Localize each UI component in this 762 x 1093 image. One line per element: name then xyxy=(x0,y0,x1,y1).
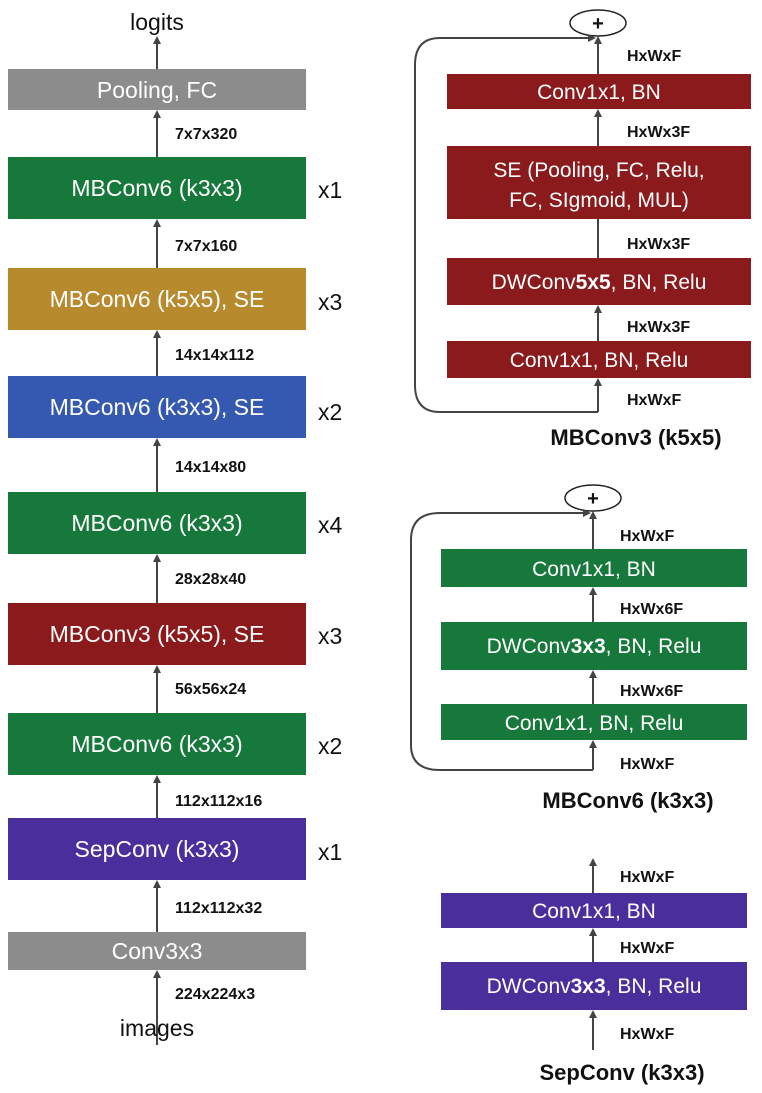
block-mbconv6-k3-4 xyxy=(8,492,306,554)
dim-label: 14x14x80 xyxy=(175,459,246,476)
layer-se xyxy=(447,146,751,219)
repeat-label: x3 xyxy=(318,623,342,649)
dim-label: HxWxF xyxy=(620,528,674,545)
block-label: Pooling, FC xyxy=(97,77,217,103)
dim-label: HxWxF xyxy=(620,869,674,886)
dim-label: 224x224x3 xyxy=(175,986,255,1003)
layer-conv1x1-bn-relu xyxy=(441,704,747,740)
mbconv3-detail: + Conv1x1, BN SE (Pooling, FC, Relu, FC,… xyxy=(414,9,751,450)
layer-label: Conv1x1, BN xyxy=(532,558,656,581)
block-sepconv xyxy=(8,818,306,880)
dim-label: 56x56x24 xyxy=(175,681,246,698)
layer-dwconv3x3 xyxy=(441,622,747,670)
block-label: MBConv6 (k3x3) xyxy=(71,510,242,536)
dim-label: 14x14x112 xyxy=(175,347,254,364)
block-title: SepConv (k3x3) xyxy=(539,1060,704,1085)
block-mbconv6-k3-se xyxy=(8,376,306,438)
layer-conv1x1-bn xyxy=(447,74,751,109)
layer-conv1x1-bn-relu xyxy=(447,341,751,378)
skip-connection xyxy=(414,34,598,413)
dim-label: HxWxF xyxy=(627,48,681,65)
dim-label: HxWx6F xyxy=(620,683,683,700)
dim-label: 112x112x32 xyxy=(175,900,262,917)
repeat-label: x4 xyxy=(318,512,343,538)
dim-label: HxWx6F xyxy=(620,601,683,618)
input-label: images xyxy=(120,1015,194,1041)
dim-label: HxWxF xyxy=(620,1026,674,1043)
repeat-label: x1 xyxy=(318,839,342,865)
repeat-label: x1 xyxy=(318,177,342,203)
dim-label: HxWx3F xyxy=(627,319,690,336)
block-mbconv6-k3-2 xyxy=(8,713,306,775)
block-title: MBConv6 (k3x3) xyxy=(542,788,713,813)
dim-label: HxWxF xyxy=(620,940,674,957)
dim-label: HxWxF xyxy=(620,756,674,773)
plus-symbol: + xyxy=(587,488,599,510)
block-label: Conv3x3 xyxy=(112,938,203,964)
plus-symbol: + xyxy=(592,13,604,35)
dim-label: 28x28x40 xyxy=(175,571,246,588)
dim-label: HxWx3F xyxy=(627,124,690,141)
dim-label: 112x112x16 xyxy=(175,793,262,810)
block-label: MBConv3 (k5x5), SE xyxy=(50,621,265,647)
repeat-label: x3 xyxy=(318,289,342,315)
block-conv3x3 xyxy=(8,932,306,970)
block-title: MBConv3 (k5x5) xyxy=(550,425,721,450)
block-label: SepConv (k3x3) xyxy=(75,836,240,862)
repeat-label: x2 xyxy=(318,733,342,759)
layer-label: Conv1x1, BN, Relu xyxy=(510,349,689,372)
layer-label: DWConv3x3, BN, Relu xyxy=(487,975,702,998)
layer-label: Conv1x1, BN xyxy=(537,81,661,104)
layer-dwconv3x3 xyxy=(441,962,747,1010)
repeat-label: x2 xyxy=(318,399,342,425)
dim-label: 7x7x160 xyxy=(175,238,237,255)
mbconv6-detail: + Conv1x1, BN DWConv3x3, BN, Relu Conv1x… xyxy=(410,484,747,813)
block-pooling-fc xyxy=(8,69,306,110)
dim-label: 7x7x320 xyxy=(175,126,237,143)
layer-label: SE (Pooling, FC, Relu, xyxy=(493,159,704,182)
layer-label: DWConv3x3, BN, Relu xyxy=(487,635,702,658)
block-label: MBConv6 (k3x3), SE xyxy=(50,394,265,420)
block-mbconv6-k3-1 xyxy=(8,157,306,219)
layer-label: FC, SIgmoid, MUL) xyxy=(509,189,689,212)
sepconv-detail: Conv1x1, BN DWConv3x3, BN, Relu HxWxF Hx… xyxy=(441,858,747,1085)
layer-label: DWConv5x5, BN, Relu xyxy=(492,271,707,294)
block-mbconv3-k5-se xyxy=(8,603,306,665)
dim-label: HxWxF xyxy=(627,392,681,409)
skip-connection xyxy=(410,509,593,771)
layer-conv1x1-bn xyxy=(441,549,747,587)
block-label: MBConv6 (k3x3) xyxy=(71,731,242,757)
main-network: logits Pooling, FC MBConv6 (k3x3) x1 MBC… xyxy=(8,9,343,1045)
layer-dwconv5x5 xyxy=(447,258,751,305)
dim-label: HxWx3F xyxy=(627,236,690,253)
block-label: MBConv6 (k5x5), SE xyxy=(50,286,265,312)
layer-conv1x1-bn xyxy=(441,893,747,928)
layer-label: Conv1x1, BN, Relu xyxy=(505,712,684,735)
block-label: MBConv6 (k3x3) xyxy=(71,175,242,201)
block-mbconv6-k5-se xyxy=(8,268,306,330)
output-label: logits xyxy=(130,9,184,35)
layer-label: Conv1x1, BN xyxy=(532,900,656,923)
